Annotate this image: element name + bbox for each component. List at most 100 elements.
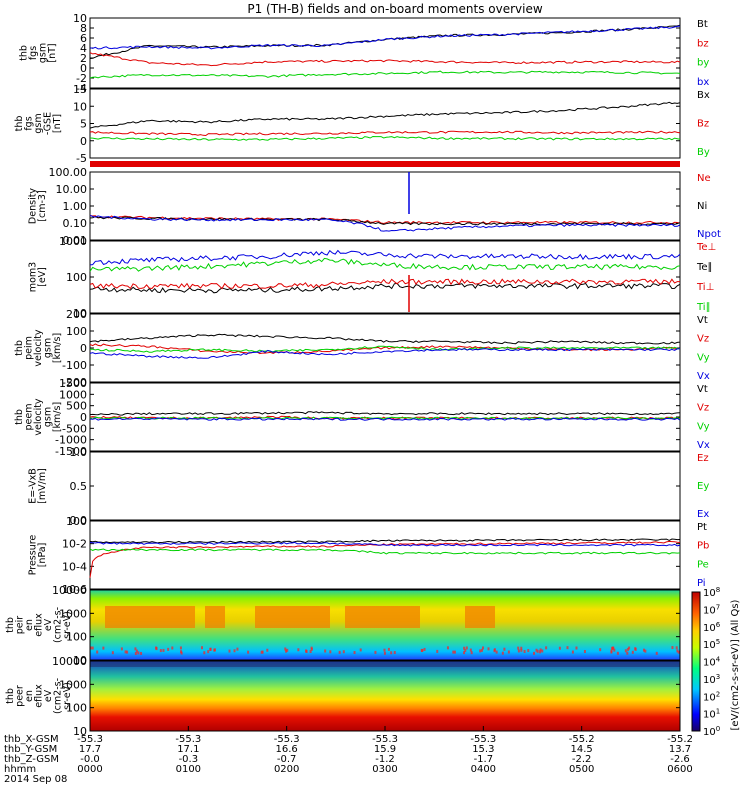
axis-value: -0.7 — [277, 754, 297, 765]
ion-noise-speck — [179, 646, 182, 650]
panel-density: 100.00 10.00 1.00 0.10 0.01 Density[cm-3] Ne Ni… — [28, 166, 721, 247]
y-tick-label: 0.5 — [70, 480, 88, 493]
y-axis-label: en — [24, 690, 35, 702]
legend-Vz: Vz — [697, 403, 709, 414]
panel-temperature: 1000 100 10 mom3[eV] Te⊥ Te∥ Ti⊥ Ti∥ — [28, 235, 717, 320]
ion-noise-speck — [266, 648, 269, 652]
ion-noise-speck — [135, 649, 138, 653]
ion-noise-speck — [338, 650, 341, 654]
y-tick-label: 100.00 — [49, 166, 88, 179]
ion-noise-speck — [644, 649, 647, 653]
legend-Ey: Ey — [697, 481, 709, 492]
ion-noise-speck — [566, 646, 569, 650]
colorbar-tick-label: 108 — [703, 586, 720, 599]
ion-noise-speck — [507, 650, 510, 654]
ion-noise-speck — [495, 650, 498, 654]
series-Pi — [89, 541, 681, 547]
axis-value: -55.3 — [274, 734, 300, 745]
ion-noise-speck — [616, 651, 619, 655]
axis-value: 17.1 — [177, 744, 199, 755]
mode-bar — [90, 161, 680, 167]
ion-noise-speck — [517, 646, 520, 650]
y-axis-label: [nT] — [47, 43, 58, 62]
ion-noise-speck — [102, 646, 105, 650]
y-axis-label: velocity — [33, 329, 44, 367]
ion-noise-speck — [634, 647, 637, 651]
legend-Bt: Bt — [697, 19, 708, 30]
ion-noise-speck — [571, 650, 574, 654]
axis-value: 17.7 — [79, 744, 101, 755]
ion-noise-speck — [90, 646, 93, 650]
ion-noise-speck — [324, 649, 327, 653]
ion-noise-speck — [171, 646, 174, 650]
legend-Vt: Vt — [697, 315, 708, 326]
colorbar-tick-label: 104 — [703, 656, 721, 669]
electron-noise-top — [90, 661, 680, 667]
y-tick-label: 0.01 — [63, 234, 88, 247]
ion-noise-speck — [247, 650, 250, 654]
axis-value: -55.3 — [77, 734, 103, 745]
series-Vz — [89, 343, 681, 355]
ion-noise-speck — [374, 650, 377, 654]
series-Bz — [89, 130, 681, 137]
ion-noise-speck — [533, 651, 536, 655]
y-axis-label: gsm — [38, 43, 49, 63]
y-tick-label: 10-6 — [62, 583, 87, 596]
series-group-temperature — [89, 249, 681, 294]
axis-value: -1.7 — [474, 754, 494, 765]
ion-noise-speck — [558, 646, 561, 650]
colorbar-tick-label: 106 — [703, 621, 721, 634]
ion-noise-speck — [517, 649, 520, 653]
ion-noise-speck — [390, 651, 393, 655]
ion-noise-speck — [675, 646, 678, 650]
colorbar-tick-label: 101 — [703, 708, 720, 721]
y-tick-label: -5 — [76, 152, 87, 165]
y-tick-label: 1.00 — [63, 200, 88, 213]
series-by — [89, 70, 681, 79]
ion-noise-speck — [200, 646, 203, 650]
row-label: hhmm — [4, 764, 36, 775]
ion-noise-speck — [286, 648, 289, 652]
y-axis-label: gsm — [43, 407, 54, 427]
ion-noise-speck — [671, 646, 674, 650]
legend-Ni: Ni — [697, 201, 707, 212]
colorbar: 108 107 106 105 104 103 102 101 100 [eV/(cm2-s-sr… — [691, 586, 741, 738]
axis-value: -55.2 — [667, 734, 693, 745]
y-axis-label: Density — [28, 188, 39, 224]
panel-electron-spectrogram: 10000 1000 100 10 thbpeerenefluxeV(cm2-s-sr-… — [5, 655, 681, 738]
legend-Pi: Pi — [697, 578, 706, 589]
y-axis-label: peem — [24, 404, 35, 431]
row-label: 2014 Sep 08 — [4, 774, 67, 785]
colorbar-tick-label: 105 — [703, 638, 720, 651]
ion-noise-speck — [423, 647, 426, 651]
series-Vz — [89, 415, 681, 420]
series-Vx — [89, 348, 681, 359]
ion-noise-speck — [209, 647, 212, 651]
panel-frame — [89, 589, 681, 661]
legend-Ne: Ne — [697, 173, 711, 184]
axis-value: -1.2 — [375, 754, 395, 765]
plot-title: P1 (TH-B) fields and on-board moments ov… — [247, 2, 543, 16]
y-axis-label: peir — [15, 616, 26, 635]
axis-value: 0300 — [372, 764, 397, 775]
panel-frame — [89, 88, 681, 159]
axis-value: -55.3 — [470, 734, 496, 745]
ion-noise-speck — [611, 646, 614, 650]
legend-by: by — [697, 58, 709, 69]
y-tick-label: 200 — [66, 308, 87, 321]
ion-noise-speck — [676, 649, 679, 653]
row-label: thb_Y-GSM — [4, 744, 57, 755]
y-axis-label: thb — [14, 340, 25, 356]
ion-noise-speck — [134, 647, 137, 651]
series-Te∥ — [89, 282, 681, 294]
ion-noise-speck — [310, 646, 313, 650]
series-Vt — [89, 411, 681, 416]
ion-noise-speck — [453, 650, 456, 654]
colorbar-tick-label: 102 — [703, 690, 720, 703]
ion-noise-speck — [612, 646, 615, 650]
panel-frame — [89, 17, 681, 89]
ion-noise-speck — [353, 651, 356, 655]
ion-noise-speck — [155, 646, 158, 650]
